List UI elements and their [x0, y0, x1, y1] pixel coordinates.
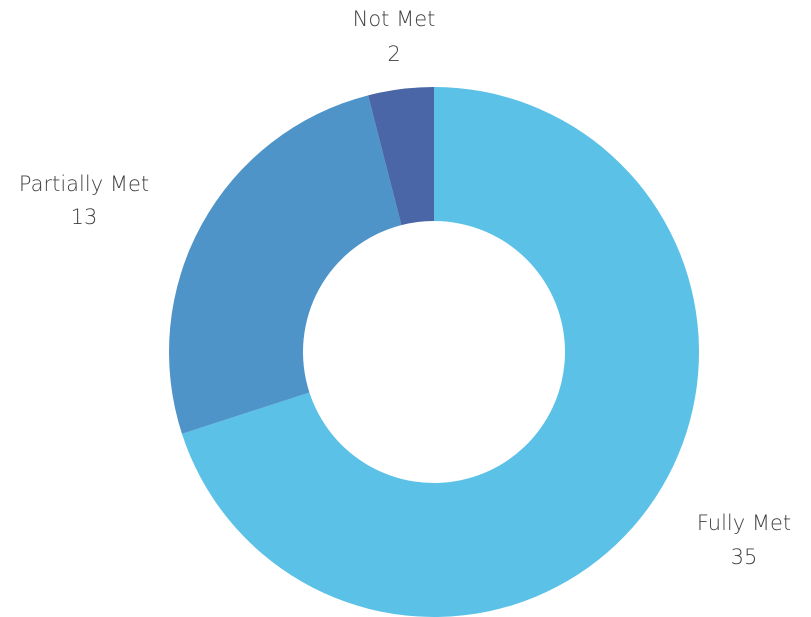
donut-slice: [368, 87, 434, 226]
slice-label: Partially Met: [19, 172, 149, 196]
donut-slice: [181, 87, 699, 617]
slice-value: 13: [71, 205, 98, 229]
slice-label: Fully Met: [697, 511, 791, 535]
slice-value: 2: [387, 42, 400, 66]
slice-value: 35: [731, 545, 758, 569]
donut-slice: [168, 95, 402, 434]
slice-label: Not Met: [353, 7, 436, 31]
